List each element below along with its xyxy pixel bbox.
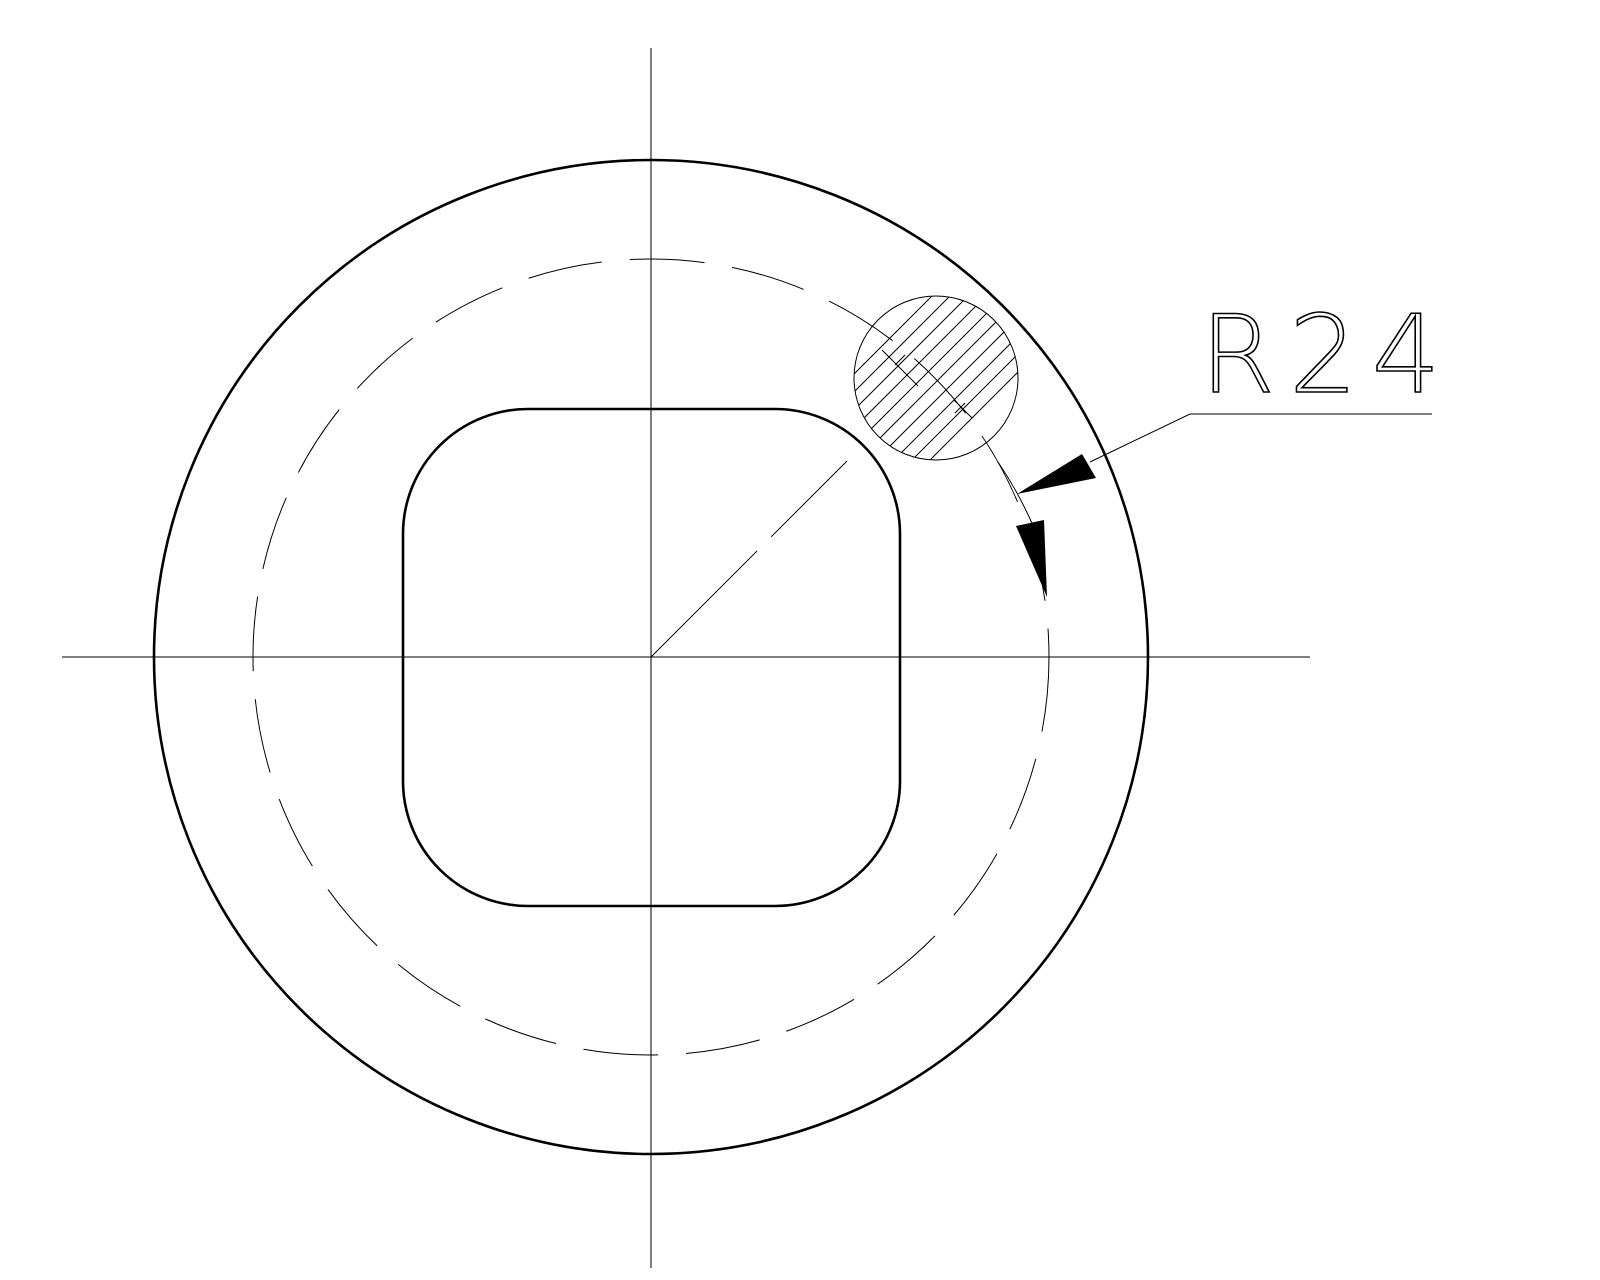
outer-circle (152, 158, 1150, 1156)
hole-circle (853, 295, 1019, 461)
pitch-circle (252, 258, 1050, 1056)
hatch-lines (854, 296, 1018, 460)
dimension-label: R24 (1200, 293, 1454, 418)
radius-line (650, 460, 848, 658)
square-opening (401, 407, 902, 908)
hatched-hole (853, 295, 1019, 461)
leader-line (1089, 413, 1432, 463)
dimension-arrow-lower (1016, 520, 1047, 597)
dimension-arrow-upper (1017, 454, 1096, 494)
